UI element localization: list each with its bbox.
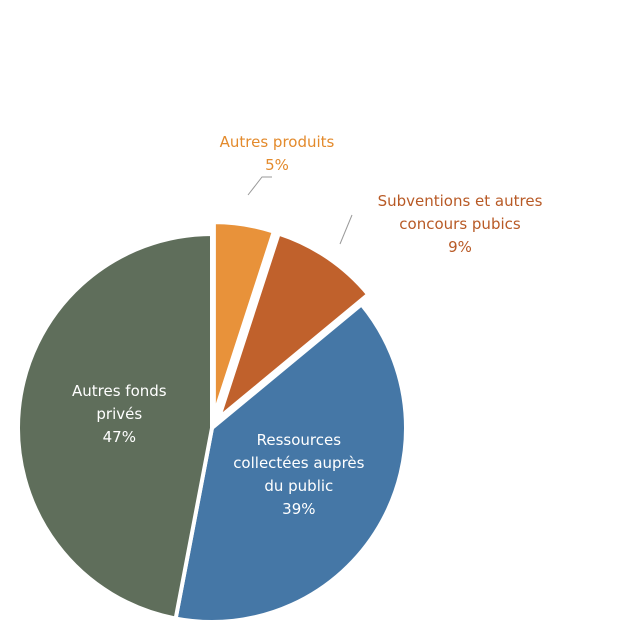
pie-slice-1	[216, 231, 371, 421]
slice-label-line: Autres fonds	[72, 382, 167, 400]
leader-line-1	[339, 214, 353, 245]
slice-label-line: du public	[264, 477, 333, 495]
slice-label-line: 9%	[448, 238, 472, 256]
slice-label-line: collectées auprès	[233, 454, 364, 472]
pie-slice-2	[173, 302, 408, 624]
pie-slice-3	[16, 232, 214, 621]
slice-label-line: Ressources	[257, 431, 342, 449]
slice-label-line: 39%	[282, 500, 315, 518]
slice-label-line: privés	[96, 405, 142, 423]
slice-label-line: 5%	[265, 156, 289, 174]
slice-label-line: 47%	[103, 428, 136, 446]
slice-label-line: Autres produits	[220, 133, 335, 151]
slice-label-2: Ressources collectées auprès du public 39%	[233, 431, 364, 518]
slice-label-line: concours pubics	[399, 215, 521, 233]
slice-label-1: Subventions et autres concours pubics 9%	[378, 192, 543, 256]
slice-label-3: Autres fonds privés 47%	[72, 382, 167, 446]
slice-label-0: Autres produits 5%	[220, 133, 335, 174]
leader-line-0	[247, 176, 272, 196]
pie-slice-0	[211, 220, 276, 419]
slice-label-line: Subventions et autres	[378, 192, 543, 210]
